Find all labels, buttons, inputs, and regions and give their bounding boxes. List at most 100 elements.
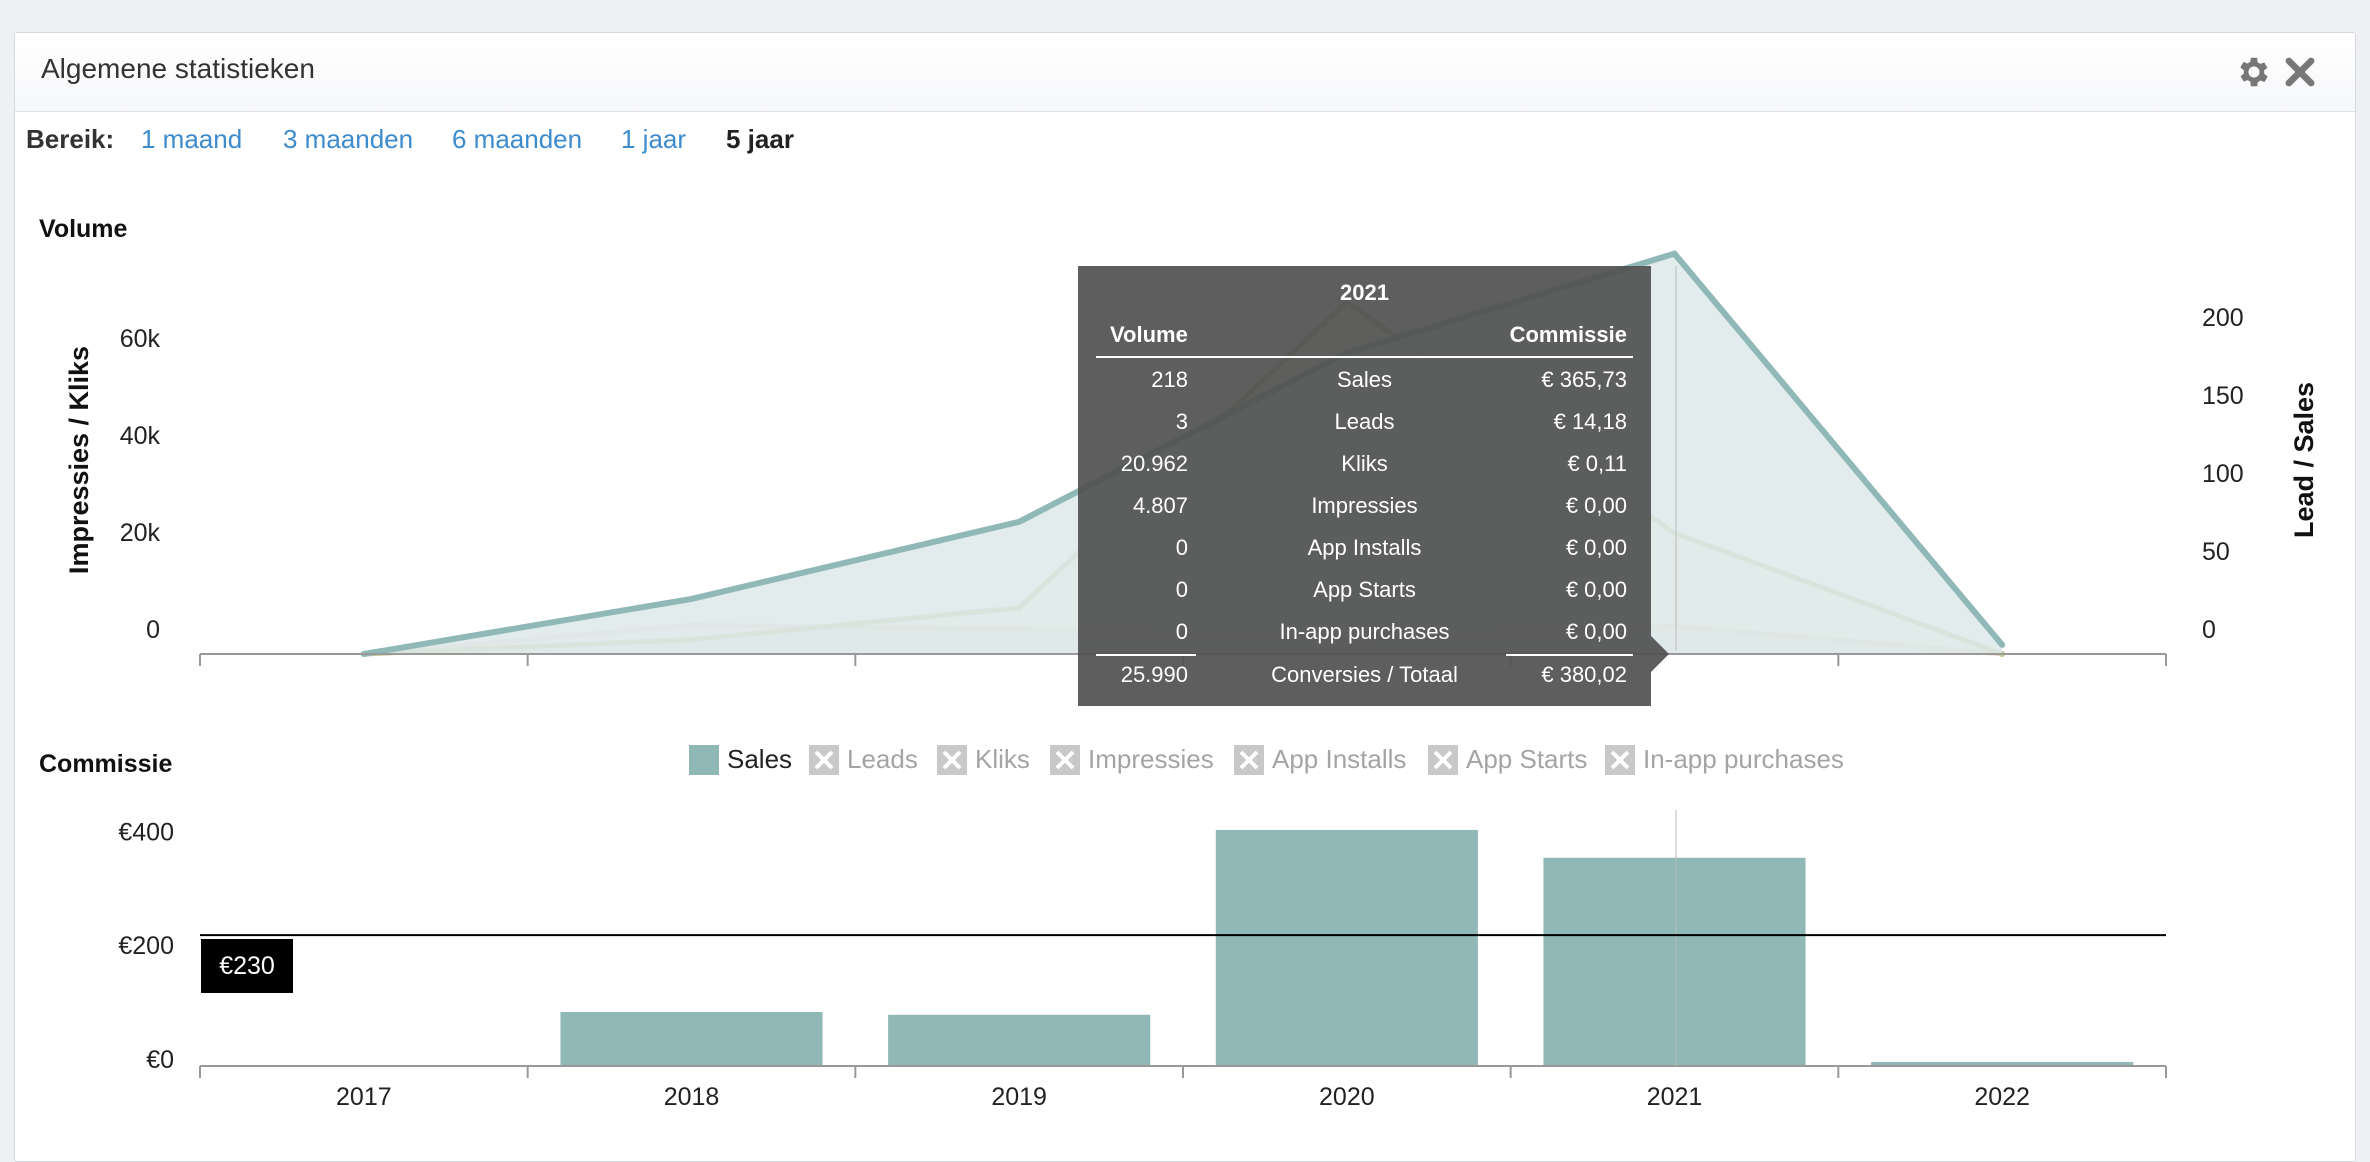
disabled-x-icon	[1605, 744, 1635, 775]
right-axis-tick-label: 50	[2202, 538, 2230, 566]
panel-title: Algemene statistieken	[41, 53, 315, 84]
tooltip-metric: App Starts	[1313, 577, 1416, 602]
tooltip-commission: € 14,18	[1553, 409, 1627, 434]
tooltip-volume: 218	[1151, 367, 1188, 392]
legend-label: Impressies	[1088, 744, 1214, 774]
average-label: €230	[201, 939, 293, 993]
commission-chart: €0 €200 €400 2017 2018 2019 2020 2021 2022	[118, 810, 2167, 1111]
data-point-sales	[1671, 250, 1678, 257]
tooltip-commission: € 0,00	[1565, 577, 1627, 602]
x-axis-tick-label: 2022	[1974, 1083, 2030, 1111]
tooltip-commission: € 0,00	[1565, 493, 1627, 518]
tooltip-divider	[1506, 654, 1633, 656]
right-axis-tick-label: 100	[2202, 460, 2244, 488]
tooltip-commission: € 365,73	[1541, 367, 1627, 392]
legend-app-installs[interactable]: App Installs	[1234, 744, 1406, 775]
range-1-year[interactable]: 1 jaar	[621, 124, 687, 154]
commission-bar[interactable]	[888, 1014, 1151, 1066]
tooltip-volume: 0	[1175, 577, 1188, 602]
panel-header: Algemene statistieken	[15, 33, 2355, 112]
tooltip-col-commission: Commissie	[1509, 322, 1627, 347]
legend-label: App Starts	[1466, 744, 1588, 774]
volume-title: Volume	[39, 215, 128, 243]
tooltip-metric: Impressies	[1311, 493, 1418, 518]
disabled-x-icon	[1050, 744, 1080, 775]
tooltip-volume: 3	[1175, 409, 1188, 434]
tooltip-total-commission: € 380,02	[1541, 662, 1627, 687]
legend-label: Sales	[727, 744, 793, 774]
tooltip-row: 0 In-app purchases € 0,00	[1078, 619, 1651, 649]
range-1-month[interactable]: 1 maand	[141, 124, 243, 154]
commission-title: Commissie	[39, 750, 173, 778]
tooltip-metric: In-app purchases	[1279, 619, 1450, 644]
close-icon[interactable]	[2281, 53, 2319, 91]
tooltip-row: 0 App Installs € 0,00	[1078, 535, 1651, 565]
range-label: Bereik:	[26, 124, 115, 154]
legend-label: In-app purchases	[1643, 744, 1844, 774]
tooltip-year: 2021	[1340, 280, 1389, 305]
y-axis-tick-label: €400	[118, 818, 174, 846]
tooltip-total-volume: 25.990	[1120, 662, 1188, 687]
tooltip-commission: € 0,11	[1567, 451, 1627, 476]
tooltip-col-volume: Volume	[1110, 322, 1188, 347]
disabled-x-icon	[1428, 744, 1458, 775]
range-6-months[interactable]: 6 maanden	[452, 124, 583, 154]
tooltip-metric: App Installs	[1307, 535, 1422, 560]
left-axis-tick-label: 0	[146, 616, 160, 644]
right-axis-title: Lead / Sales	[2289, 382, 2319, 538]
x-axis-tick-label: 2018	[664, 1083, 720, 1111]
tooltip-volume: 4.807	[1132, 493, 1188, 518]
commission-bar[interactable]	[1215, 829, 1478, 1066]
y-axis-tick-label: €0	[146, 1046, 174, 1074]
legend-in-app-purchases[interactable]: In-app purchases	[1605, 744, 1844, 775]
disabled-x-icon	[809, 744, 839, 775]
range-3-months[interactable]: 3 maanden	[283, 124, 414, 154]
legend-sales[interactable]: Sales	[689, 744, 792, 775]
right-axis-tick-label: 150	[2202, 382, 2244, 410]
legend-label: Leads	[847, 744, 918, 774]
tooltip-row: 4.807 Impressies € 0,00	[1078, 493, 1651, 523]
commission-bar[interactable]	[1543, 857, 1806, 1066]
tooltip-volume: 0	[1175, 619, 1188, 644]
disabled-x-icon	[1234, 744, 1264, 775]
legend-kliks[interactable]: Kliks	[937, 744, 1030, 775]
commission-bar[interactable]	[560, 1011, 823, 1066]
left-axis-tick-label: 60k	[120, 325, 161, 353]
right-axis-tick-label: 200	[2202, 304, 2244, 332]
gear-icon[interactable]	[2235, 53, 2273, 91]
tooltip-total-row: 25.990 Conversies / Totaal € 380,02	[1078, 662, 1651, 692]
tooltip-volume: 0	[1175, 535, 1188, 560]
legend-label: App Installs	[1272, 744, 1407, 774]
tooltip-commission: € 0,00	[1565, 535, 1627, 560]
tooltip-divider	[1096, 654, 1196, 656]
legend-impressies[interactable]: Impressies	[1050, 744, 1214, 775]
commission-bar[interactable]	[1871, 1062, 2134, 1066]
data-point-sales	[1999, 641, 2006, 648]
legend-swatch	[689, 744, 719, 775]
disabled-x-icon	[937, 744, 967, 775]
x-axis-tick-label: 2020	[1319, 1083, 1375, 1111]
tooltip-row: 20.962 Kliks € 0,11	[1078, 451, 1651, 481]
tooltip-metric: Sales	[1336, 367, 1393, 392]
y-axis-tick-label: €200	[118, 932, 174, 960]
tooltip-row: 3 Leads € 14,18	[1078, 409, 1651, 439]
range-5-years[interactable]: 5 jaar	[726, 124, 794, 154]
tooltip-row: 218 Sales € 365,73	[1078, 367, 1651, 397]
x-axis-tick-label: 2017	[336, 1083, 392, 1111]
tooltip-commission: € 0,00	[1565, 619, 1627, 644]
tooltip-metric: Leads	[1334, 409, 1395, 434]
data-point-sales	[688, 595, 695, 602]
x-axis-tick-label: 2019	[991, 1083, 1047, 1111]
x-axis-tick-label: 2021	[1647, 1083, 1703, 1111]
chart-tooltip: 2021 Volume Commissie 218 Sales € 365,73 3…	[1078, 266, 1651, 706]
left-axis-tick-label: 20k	[120, 519, 161, 547]
legend-app-starts[interactable]: App Starts	[1428, 744, 1587, 775]
left-axis-title: Impressies / Kliks	[64, 346, 94, 574]
left-axis-tick-label: 40k	[120, 422, 161, 450]
tooltip-divider	[1096, 356, 1633, 358]
tooltip-row: 0 App Starts € 0,00	[1078, 577, 1651, 607]
data-point-sales	[1016, 518, 1023, 525]
right-axis-tick-label: 0	[2202, 616, 2216, 644]
legend-leads[interactable]: Leads	[809, 744, 918, 775]
tooltip-volume: 20.962	[1120, 451, 1188, 476]
